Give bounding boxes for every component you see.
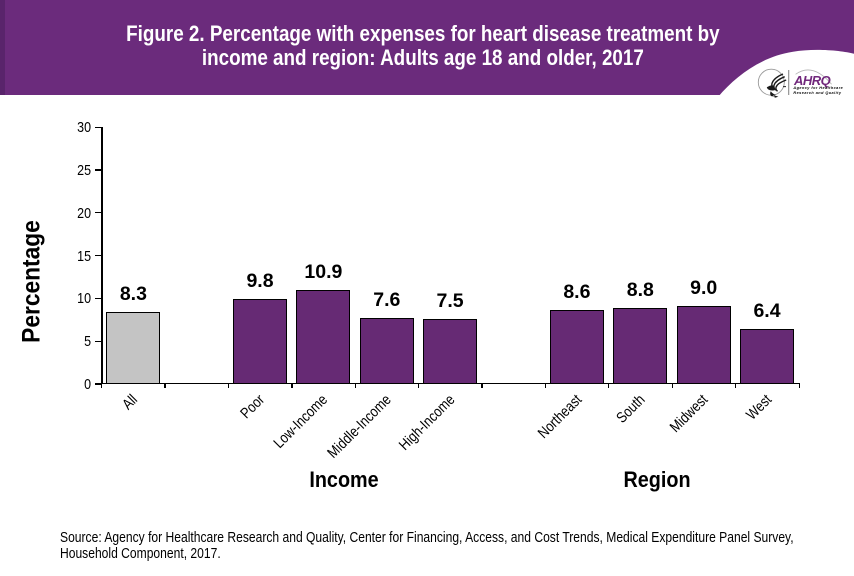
svg-text:Agency for Healthcare: Agency for Healthcare bbox=[792, 86, 842, 90]
svg-text:Research and Quality: Research and Quality bbox=[793, 91, 841, 95]
svg-text:AHRQ: AHRQ bbox=[793, 73, 831, 88]
